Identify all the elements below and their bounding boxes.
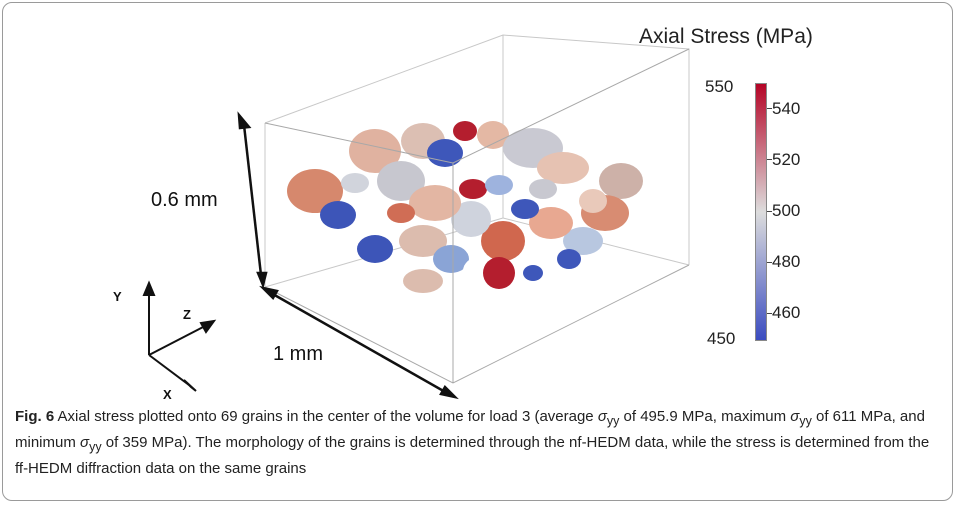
caption-text-1: Axial stress plotted onto 69 grains in t… — [54, 408, 598, 425]
figure-label: Fig. 6 — [15, 408, 55, 425]
caption-text-4: of 359 MPa). The morphology of the grain… — [15, 434, 930, 477]
z-axis-label: Z — [183, 307, 191, 322]
colorbar-tick — [767, 261, 772, 263]
height-dimension-label: 0.6 mm — [151, 189, 218, 211]
sigma-symbol: σ — [80, 434, 90, 451]
colorbar-title: Axial Stress (MPa) — [639, 25, 813, 48]
sigma-subscript: yy — [89, 440, 102, 454]
colorbar-gradient — [755, 83, 767, 341]
colorbar-tick-label: 540 — [772, 98, 801, 118]
colorbar-max-label: 550 — [705, 77, 734, 96]
y-axis-label: Y — [113, 289, 122, 304]
colorbar-tick-label: 520 — [772, 149, 801, 169]
sigma-symbol: σ — [597, 408, 607, 425]
caption-text-2: of 495.9 MPa, maximum — [619, 408, 791, 425]
sigma-subscript: yy — [799, 414, 812, 428]
width-dimension-label: 1 mm — [273, 343, 323, 365]
colorbar-tick — [767, 312, 772, 314]
caption-text-3: of 611 MPa, and minimum — [15, 408, 925, 451]
sigma-symbol: σ — [790, 408, 800, 425]
x-axis-label: X — [163, 387, 172, 402]
colorbar-tick-label: 460 — [772, 303, 801, 323]
colorbar-tick — [767, 159, 772, 161]
figure-caption: Fig. 6 Axial stress plotted onto 69 grai… — [15, 406, 945, 479]
sigma-subscript: yy — [606, 414, 620, 428]
colorbar-tick-label: 480 — [772, 252, 801, 272]
colorbar-tick-label: 500 — [772, 201, 801, 220]
colorbar-min-label: 450 — [707, 329, 736, 348]
colorbar-tick — [767, 210, 772, 212]
grain-cluster — [287, 121, 643, 293]
grain-volume-render — [142, 34, 690, 400]
colorbar-tick — [767, 108, 772, 110]
figure-area: Axial Stress (MPa) 550 450 540 520 500 480 4… — [3, 3, 952, 403]
